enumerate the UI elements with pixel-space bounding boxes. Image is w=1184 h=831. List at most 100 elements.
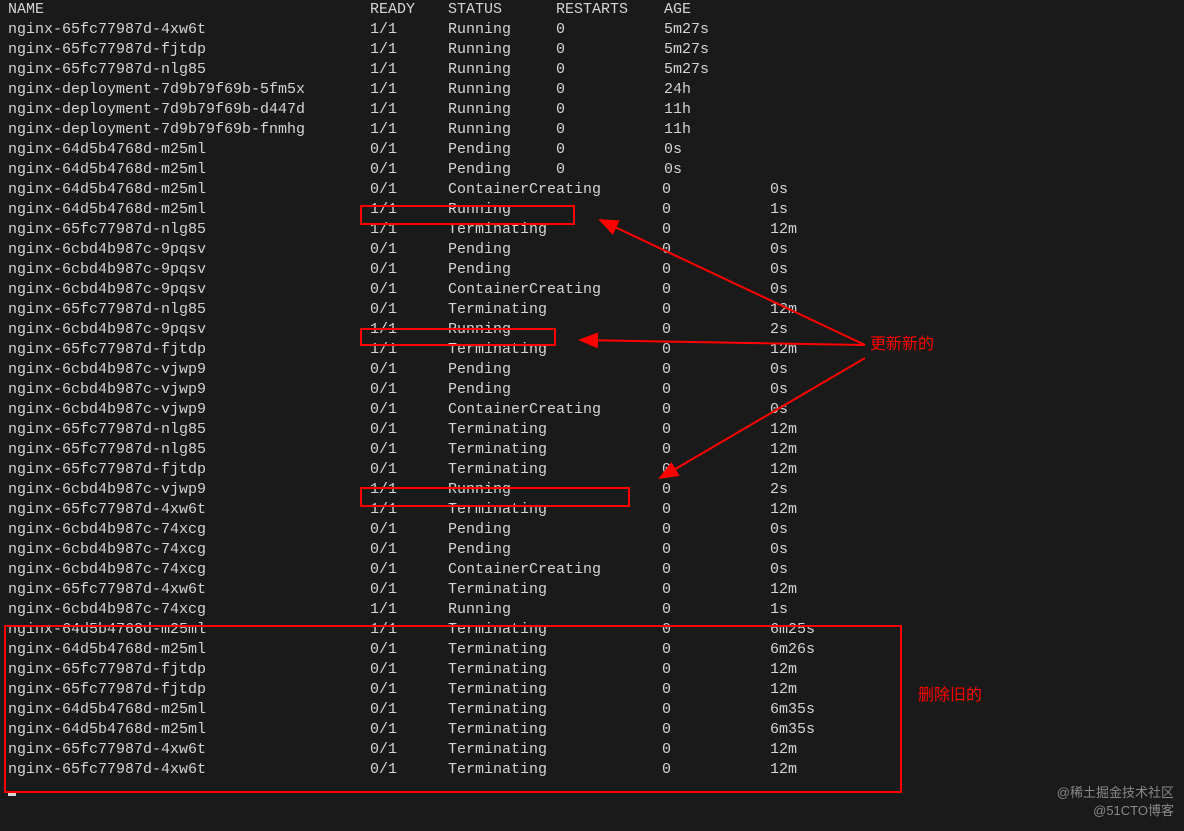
cell-status: Terminating: [448, 620, 662, 640]
cell-restarts: 0: [662, 680, 770, 700]
cell-ready: 0/1: [370, 180, 448, 200]
cell-age: 11h: [664, 100, 764, 120]
header-status: STATUS: [448, 0, 556, 20]
table-row: nginx-65fc77987d-fjtdp1/1Terminating012m: [8, 340, 1176, 360]
table-row: nginx-65fc77987d-4xw6t1/1Running05m27s: [8, 20, 1176, 40]
cell-ready: 0/1: [370, 680, 448, 700]
terminal-output: NAME READY STATUS RESTARTS AGE nginx-65f…: [0, 0, 1184, 780]
cell-ready: 0/1: [370, 260, 448, 280]
cell-restarts: 0: [662, 220, 770, 240]
cell-status: Running: [448, 80, 556, 100]
cell-status: Pending: [448, 160, 556, 180]
cell-ready: 0/1: [370, 140, 448, 160]
cell-ready: 0/1: [370, 560, 448, 580]
cell-restarts: 0: [662, 480, 770, 500]
table-header: NAME READY STATUS RESTARTS AGE: [8, 0, 1176, 20]
table-row: nginx-64d5b4768d-m25ml0/1Terminating06m2…: [8, 640, 1176, 660]
cell-age: 12m: [770, 420, 870, 440]
cell-age: 12m: [770, 340, 870, 360]
cell-ready: 1/1: [370, 620, 448, 640]
cell-status: Pending: [448, 240, 662, 260]
cell-restarts: 0: [662, 600, 770, 620]
cell-status: Running: [448, 200, 662, 220]
cell-name: nginx-6cbd4b987c-9pqsv: [8, 240, 370, 260]
cell-age: 12m: [770, 740, 870, 760]
cell-status: Running: [448, 120, 556, 140]
cell-restarts: 0: [556, 140, 664, 160]
cell-status: Terminating: [448, 680, 662, 700]
table-row: nginx-6cbd4b987c-9pqsv0/1ContainerCreati…: [8, 280, 1176, 300]
cell-ready: 1/1: [370, 100, 448, 120]
cell-name: nginx-64d5b4768d-m25ml: [8, 720, 370, 740]
table-row: nginx-deployment-7d9b79f69b-5fm5x1/1Runn…: [8, 80, 1176, 100]
table-row: nginx-6cbd4b987c-9pqsv0/1Pending00s: [8, 260, 1176, 280]
cell-name: nginx-6cbd4b987c-vjwp9: [8, 380, 370, 400]
cell-ready: 1/1: [370, 600, 448, 620]
cell-status: Pending: [448, 380, 662, 400]
cell-restarts: 0: [556, 60, 664, 80]
cell-name: nginx-6cbd4b987c-vjwp9: [8, 360, 370, 380]
cell-ready: 0/1: [370, 280, 448, 300]
cell-ready: 1/1: [370, 200, 448, 220]
table-row: nginx-6cbd4b987c-74xcg0/1ContainerCreati…: [8, 560, 1176, 580]
cell-restarts: 0: [662, 720, 770, 740]
table-row: nginx-6cbd4b987c-vjwp90/1ContainerCreati…: [8, 400, 1176, 420]
cell-name: nginx-deployment-7d9b79f69b-fnmhg: [8, 120, 370, 140]
cell-name: nginx-65fc77987d-fjtdp: [8, 40, 370, 60]
cell-age: 12m: [770, 220, 870, 240]
cell-ready: 0/1: [370, 240, 448, 260]
cell-name: nginx-64d5b4768d-m25ml: [8, 140, 370, 160]
cell-name: nginx-65fc77987d-nlg85: [8, 300, 370, 320]
cell-name: nginx-65fc77987d-nlg85: [8, 220, 370, 240]
cell-status: Terminating: [448, 300, 662, 320]
cell-age: 0s: [770, 560, 870, 580]
cell-ready: 0/1: [370, 420, 448, 440]
cell-status: Terminating: [448, 660, 662, 680]
cell-name: nginx-6cbd4b987c-74xcg: [8, 560, 370, 580]
table-row: nginx-6cbd4b987c-9pqsv1/1Running02s: [8, 320, 1176, 340]
watermark-line2: @51CTO博客: [1093, 801, 1174, 821]
cell-status: Running: [448, 20, 556, 40]
table-row: nginx-6cbd4b987c-74xcg1/1Running01s: [8, 600, 1176, 620]
cell-name: nginx-6cbd4b987c-9pqsv: [8, 280, 370, 300]
cell-name: nginx-6cbd4b987c-vjwp9: [8, 480, 370, 500]
table-row: nginx-65fc77987d-nlg851/1Running05m27s: [8, 60, 1176, 80]
cell-restarts: 0: [662, 460, 770, 480]
cell-restarts: 0: [662, 620, 770, 640]
cell-status: Terminating: [448, 640, 662, 660]
table-row: nginx-64d5b4768d-m25ml1/1Running01s: [8, 200, 1176, 220]
cell-ready: 0/1: [370, 660, 448, 680]
cell-restarts: 0: [662, 320, 770, 340]
table-row: nginx-65fc77987d-fjtdp0/1Terminating012m: [8, 660, 1176, 680]
cell-status: ContainerCreating: [448, 400, 662, 420]
cell-name: nginx-6cbd4b987c-74xcg: [8, 600, 370, 620]
cell-restarts: 0: [662, 420, 770, 440]
cell-restarts: 0: [662, 200, 770, 220]
cell-ready: 0/1: [370, 540, 448, 560]
cell-age: 0s: [770, 360, 870, 380]
watermark2: @51CTO博客: [1093, 801, 1174, 821]
cell-status: Running: [448, 40, 556, 60]
table-row: nginx-65fc77987d-4xw6t0/1Terminating012m: [8, 580, 1176, 600]
cell-status: ContainerCreating: [448, 280, 662, 300]
cell-restarts: 0: [662, 240, 770, 260]
table-row: nginx-deployment-7d9b79f69b-fnmhg1/1Runn…: [8, 120, 1176, 140]
cell-age: 5m27s: [664, 60, 764, 80]
cell-name: nginx-6cbd4b987c-vjwp9: [8, 400, 370, 420]
table-row: nginx-65fc77987d-4xw6t0/1Terminating012m: [8, 740, 1176, 760]
cell-age: 5m27s: [664, 20, 764, 40]
cell-restarts: 0: [662, 640, 770, 660]
cell-restarts: 0: [662, 400, 770, 420]
cell-name: nginx-64d5b4768d-m25ml: [8, 160, 370, 180]
cell-status: Running: [448, 60, 556, 80]
table-row: nginx-deployment-7d9b79f69b-d447d1/1Runn…: [8, 100, 1176, 120]
cell-restarts: 0: [662, 740, 770, 760]
cell-status: Terminating: [448, 760, 662, 780]
cell-restarts: 0: [662, 300, 770, 320]
watermark: @稀土掘金技术社区: [1057, 783, 1174, 803]
cell-restarts: 0: [662, 280, 770, 300]
table-row: nginx-64d5b4768d-m25ml1/1Terminating06m2…: [8, 620, 1176, 640]
cell-status: Terminating: [448, 700, 662, 720]
cell-age: 6m25s: [770, 620, 870, 640]
cell-name: nginx-64d5b4768d-m25ml: [8, 700, 370, 720]
